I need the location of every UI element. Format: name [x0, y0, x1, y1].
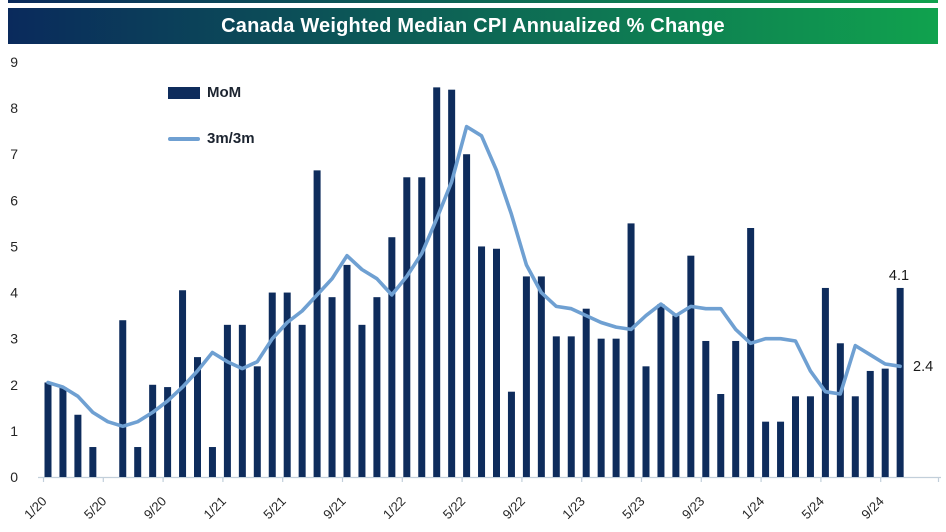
x-axis-label: 1/24: [739, 494, 768, 523]
bar-5/23: [642, 366, 650, 477]
x-axis-label: 9/22: [500, 494, 529, 523]
bar-9/24: [881, 368, 889, 477]
x-axis-label: 1/21: [201, 494, 230, 523]
x-axis-label: 5/20: [81, 494, 110, 523]
bar-8/21: [328, 297, 336, 477]
bar-7/22: [493, 248, 500, 477]
bar-5/22: [463, 154, 471, 478]
bar-3/20: [74, 414, 82, 477]
y-axis-label: 3: [10, 331, 18, 347]
bar-11/21: [373, 297, 381, 477]
x-axis-label: 5/24: [799, 494, 828, 523]
bar-2/23: [597, 338, 605, 477]
bar-series-mom: [44, 87, 904, 478]
bar-11/20: [194, 357, 201, 477]
top-accent-strip: [8, 0, 938, 3]
bar-3/23: [612, 338, 620, 477]
bar-12/22: [567, 336, 575, 477]
bar-2/21: [238, 324, 246, 477]
bar-3/22: [433, 87, 441, 478]
x-axis-label: 5/21: [260, 494, 289, 523]
bar-12/20: [208, 447, 216, 477]
bar-8/23: [687, 255, 695, 477]
bar-11/22: [552, 336, 560, 477]
x-axis-label: 1/23: [559, 494, 588, 523]
bar-4/20: [89, 447, 97, 477]
y-axis-label: 8: [10, 100, 18, 116]
bar-7/23: [672, 315, 680, 477]
line-series-3m3m: [46, 124, 902, 429]
bar-12/23: [747, 228, 755, 477]
y-axis-label: 2: [10, 377, 18, 393]
x-axis-label: 1/22: [380, 494, 409, 523]
bar-10/20: [179, 290, 187, 477]
bar-10/24: [896, 287, 904, 477]
bar-6/24: [836, 343, 844, 477]
x-axis-label: 1/20: [21, 494, 50, 523]
legend-item-mom: MoM: [168, 84, 241, 101]
y-axis-label: 1: [10, 423, 18, 439]
bar-4/22: [448, 89, 456, 478]
bar-7/21: [313, 170, 321, 477]
bar-4/24: [806, 396, 814, 477]
x-axis-label: 9/21: [320, 494, 349, 523]
bar-6/23: [657, 304, 665, 477]
bar-4/23: [627, 223, 635, 477]
x-axis-label: 9/20: [141, 494, 170, 523]
bar-5/21: [283, 292, 291, 477]
bar-12/21: [388, 237, 396, 477]
y-axis-label: 6: [10, 192, 18, 208]
legend-item-3m3m: 3m/3m: [168, 130, 255, 147]
bar-2/24: [777, 421, 785, 477]
bar-8/24: [866, 370, 874, 477]
bar-4/21: [268, 292, 276, 477]
bar-7/20: [134, 447, 142, 477]
y-axis-label: 4: [10, 285, 18, 301]
bar-1/23: [582, 308, 590, 477]
bar-6/22: [478, 246, 486, 477]
bar-9/23: [702, 340, 710, 477]
bar-2/22: [418, 177, 426, 477]
line-end-value-label: 2.4: [913, 359, 933, 375]
x-axis-label: 9/24: [858, 494, 887, 523]
bar-10/21: [358, 324, 366, 477]
bar-10/23: [717, 394, 725, 477]
bar-8/22: [507, 391, 515, 477]
x-axis-label: 9/23: [679, 494, 708, 523]
bar-3/21: [253, 366, 261, 477]
bar-7/24: [851, 396, 859, 477]
bar-8/20: [149, 384, 157, 477]
line-3m3m-path: [46, 124, 902, 429]
bar-9/22: [522, 276, 530, 477]
bar-9/20: [164, 387, 172, 477]
last-bar-value-label: 4.1: [889, 268, 909, 284]
bar-1/20: [44, 382, 52, 477]
bar-6/20: [119, 320, 127, 477]
y-axis-label: 7: [10, 146, 18, 162]
bar-11/23: [732, 340, 740, 477]
bar-5/24: [821, 287, 829, 477]
bar-1/22: [403, 177, 411, 477]
3m3m-legend-label: 3m/3m: [207, 130, 255, 147]
bar-9/21: [343, 264, 351, 477]
bar-2/20: [59, 387, 67, 477]
bar-1/21: [223, 324, 231, 477]
bar-3/24: [792, 396, 799, 477]
x-axis-label: 5/22: [440, 494, 469, 523]
y-axis-label: 5: [10, 238, 18, 254]
chart-title: Canada Weighted Median CPI Annualized % …: [221, 14, 725, 37]
bar-10/22: [537, 276, 545, 477]
bar-6/21: [298, 324, 306, 477]
mom-legend-swatch: [168, 86, 200, 99]
bar-1/24: [762, 421, 770, 477]
3m3m-legend-swatch: [168, 136, 200, 141]
x-axis-label: 5/23: [619, 494, 648, 523]
chart-title-band: Canada Weighted Median CPI Annualized % …: [8, 8, 938, 44]
y-axis-label: 9: [10, 54, 18, 70]
mom-legend-label: MoM: [207, 84, 242, 101]
y-axis-label: 0: [10, 469, 18, 485]
